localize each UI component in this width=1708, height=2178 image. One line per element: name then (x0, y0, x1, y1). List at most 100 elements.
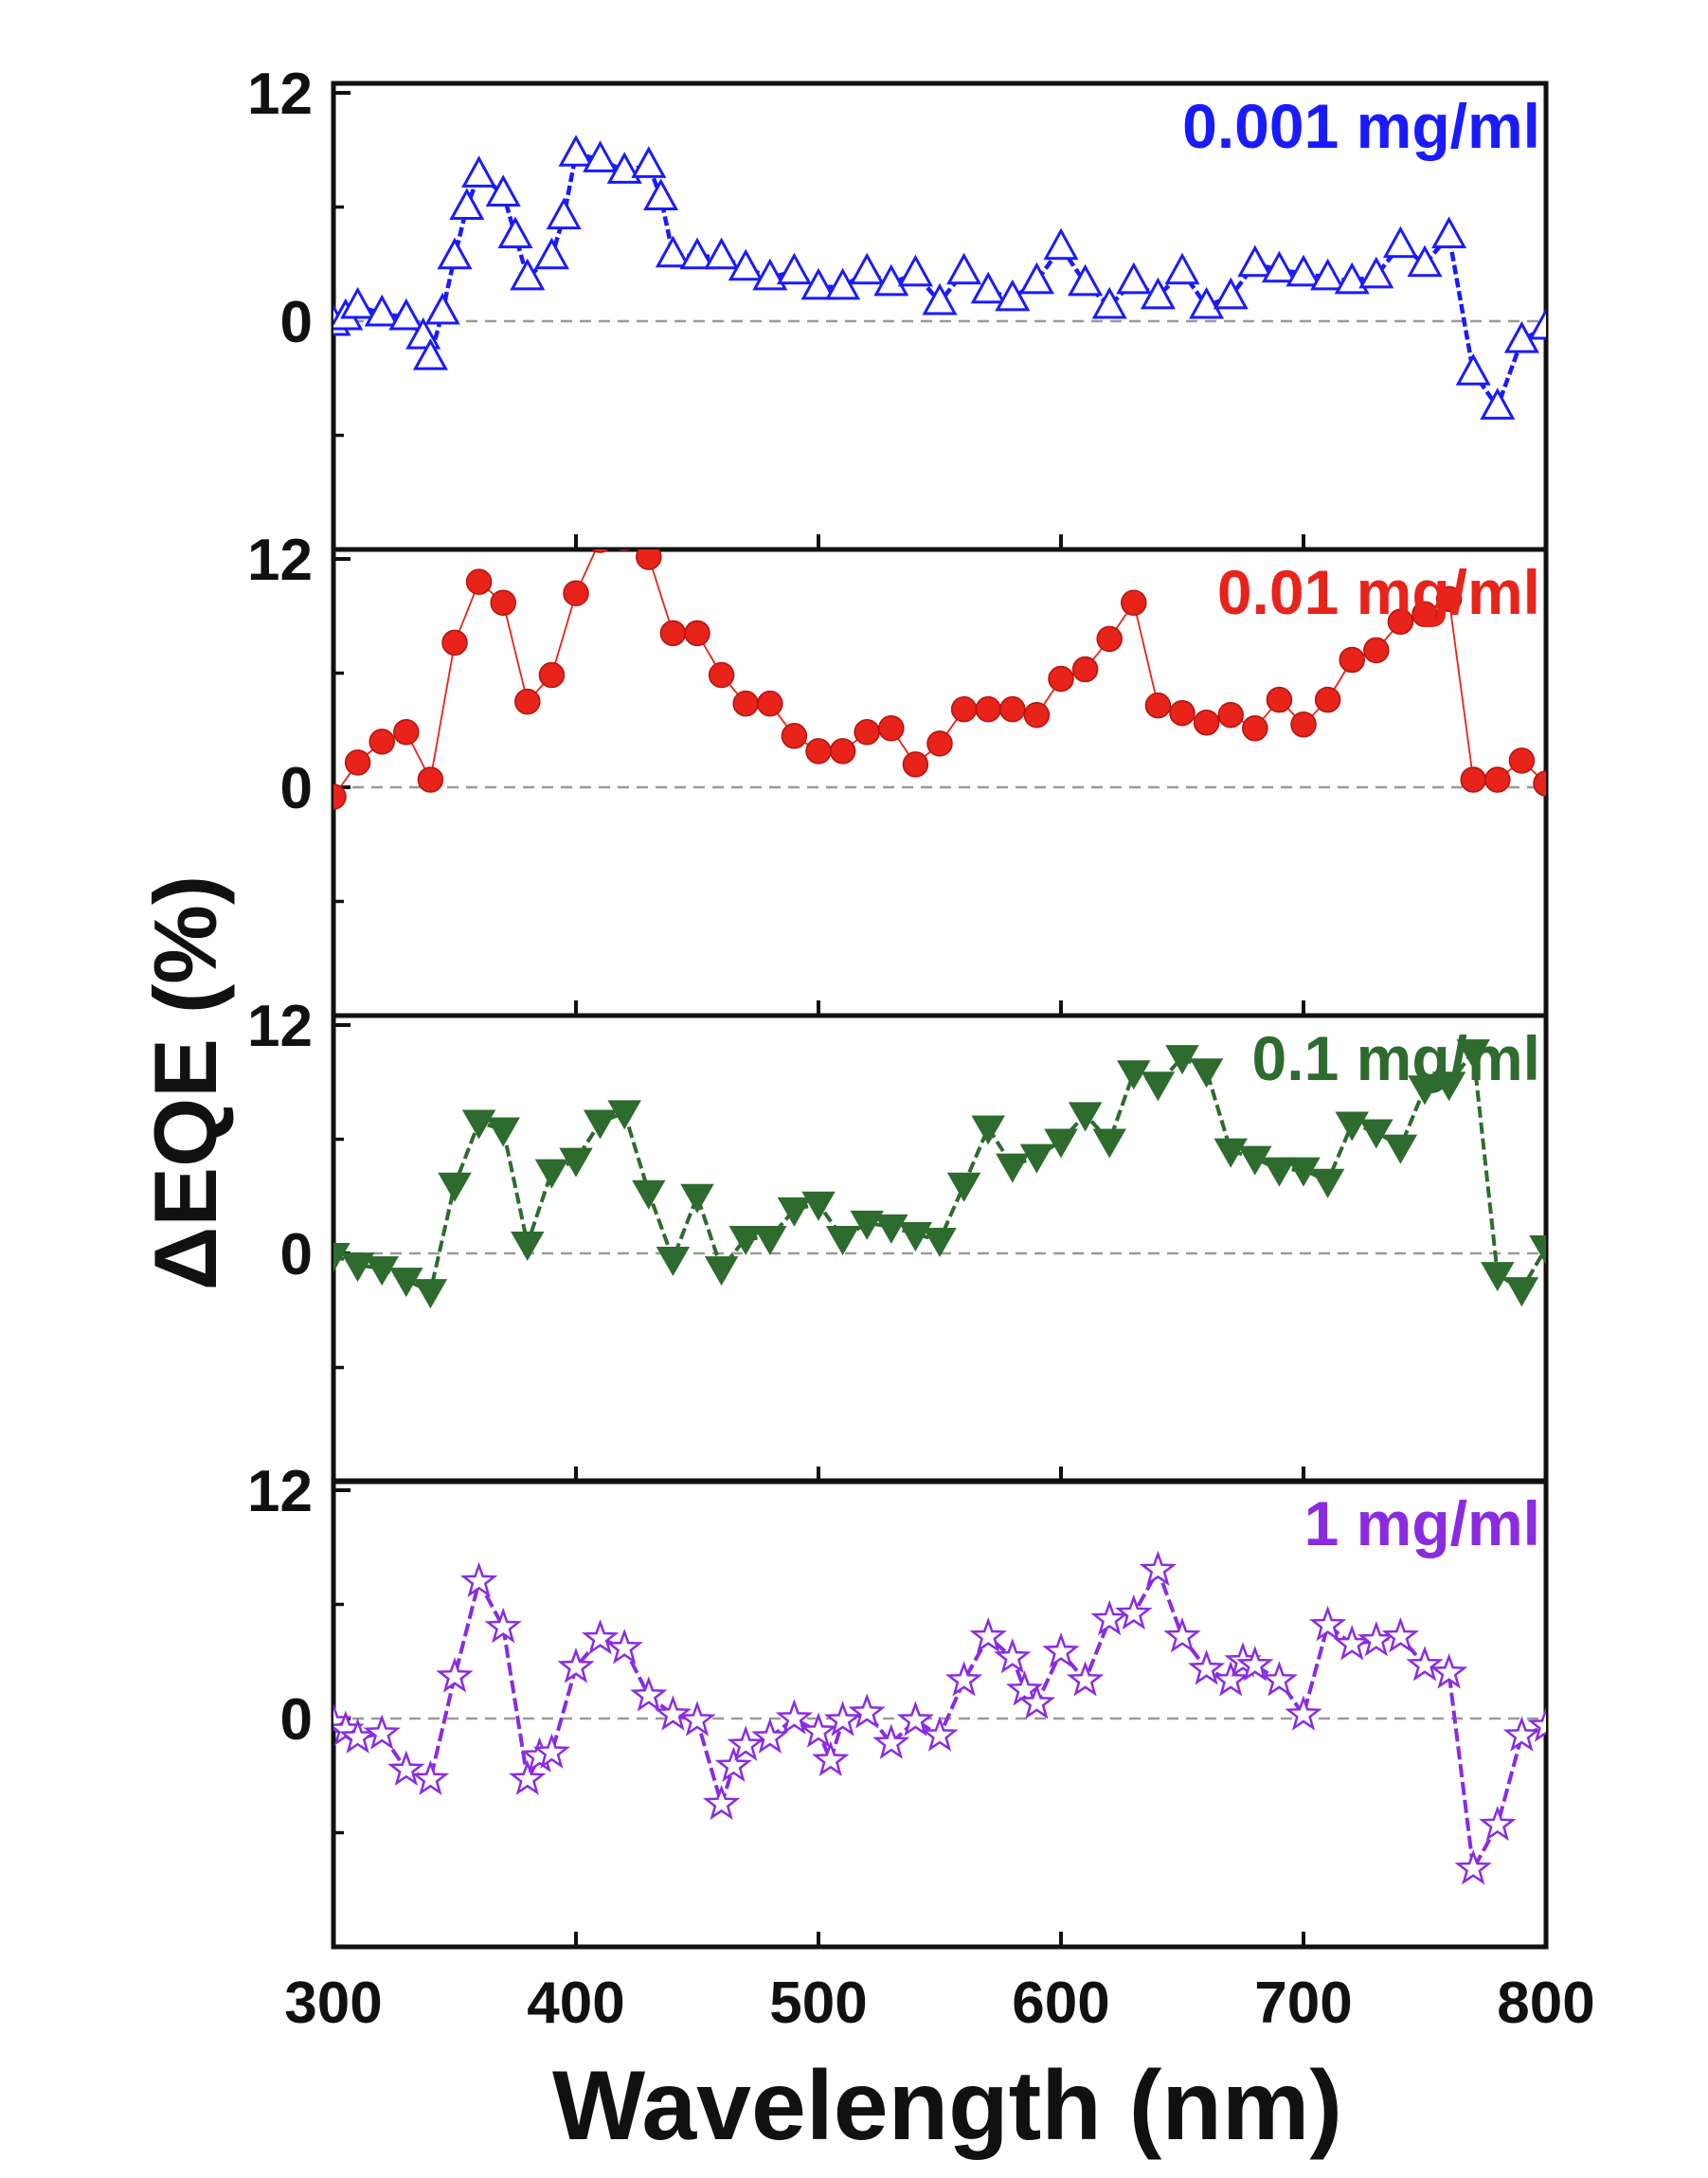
data-point (1429, 1653, 1468, 1689)
data-point (459, 1561, 498, 1598)
data-point (413, 1279, 448, 1309)
data-point (1454, 1849, 1492, 1885)
data-point (1431, 1071, 1466, 1102)
series-label: 0.01 mg/ml (1217, 557, 1540, 627)
series-group (333, 135, 1546, 420)
data-point (1090, 1599, 1128, 1636)
data-point (485, 174, 521, 207)
data-point (1139, 1550, 1178, 1587)
data-point (1266, 686, 1293, 713)
series-group (333, 1550, 1546, 1885)
data-point (1339, 646, 1365, 674)
data-point (850, 1210, 884, 1240)
y-tick-label: 0 (280, 1222, 313, 1287)
data-point (971, 1115, 1005, 1145)
data-point (424, 292, 460, 325)
data-point (557, 1647, 595, 1683)
data-point (1308, 1605, 1347, 1642)
data-point (438, 1172, 472, 1202)
data-point (393, 719, 420, 746)
data-point (365, 1256, 399, 1287)
data-point (1214, 1138, 1248, 1168)
panel-4: 0 12 1 mg/ml (247, 1459, 1549, 1950)
data-point (921, 1716, 959, 1752)
data-point (825, 1225, 860, 1255)
data-point (631, 146, 667, 178)
data-point (538, 661, 566, 689)
y-axis-label: ΔEQE (%) (135, 875, 235, 1290)
data-point (333, 783, 347, 810)
data-point (679, 237, 715, 270)
data-point (509, 1759, 547, 1795)
data-point (583, 140, 619, 172)
data-point (926, 730, 953, 757)
data-point (1335, 1111, 1369, 1142)
series-label: 0.1 mg/ml (1252, 1023, 1540, 1093)
data-point (1121, 589, 1147, 616)
data-point (994, 1638, 1032, 1674)
x-tick-label: 700 (1254, 1971, 1352, 2036)
data-point (1407, 244, 1443, 278)
x-tick-label: 300 (284, 1971, 382, 2036)
data-point (1189, 1058, 1224, 1089)
series-group (333, 549, 1546, 810)
data-point (1480, 387, 1516, 420)
data-point (1096, 625, 1123, 653)
data-point (1285, 1695, 1322, 1731)
data-point (1455, 353, 1491, 386)
data-point (490, 589, 516, 616)
data-point (872, 1723, 910, 1759)
data-point (1508, 747, 1536, 774)
data-point (1408, 1075, 1442, 1106)
data-point (1357, 1621, 1395, 1657)
data-point (1141, 1071, 1176, 1102)
data-point (1261, 250, 1297, 283)
data-point (388, 297, 424, 331)
data-point (412, 338, 448, 370)
data-point (630, 1676, 668, 1712)
data-point (1091, 286, 1127, 319)
data-point (873, 263, 909, 297)
data-point (1140, 277, 1176, 310)
data-point (1333, 1625, 1371, 1661)
data-point (975, 695, 1001, 723)
data-point (461, 1109, 496, 1140)
data-point (643, 178, 679, 210)
data-point (340, 286, 376, 319)
data-point (896, 1701, 935, 1737)
data-point (344, 749, 371, 776)
data-point (1019, 1143, 1054, 1174)
data-point (1290, 711, 1317, 738)
data-point (1066, 1661, 1105, 1697)
data-point (607, 1100, 641, 1130)
data-point (659, 620, 687, 647)
data-point (1115, 1593, 1153, 1630)
data-point (1527, 1706, 1546, 1742)
data-point (1481, 1262, 1515, 1292)
data-point (1017, 1683, 1056, 1719)
data-point (1048, 665, 1074, 693)
data-point (752, 258, 788, 291)
data-point (1043, 227, 1079, 261)
data-point (1187, 1649, 1226, 1685)
data-point (854, 719, 880, 746)
data-point (1044, 1128, 1078, 1159)
data-point (732, 690, 759, 717)
data-point (1164, 252, 1200, 285)
series-label: 0.001 mg/ml (1182, 91, 1540, 161)
data-point (1018, 261, 1054, 295)
x-axis-label: Wavelength (nm) (552, 2051, 1342, 2161)
data-point (1504, 1277, 1539, 1307)
x-tick-label: 400 (527, 1971, 624, 2036)
data-point (1238, 1145, 1272, 1176)
data-point (387, 1750, 425, 1786)
panel-3: 0 12 0.1 mg/ml (247, 994, 1549, 1485)
data-point (1310, 258, 1346, 291)
data-point (678, 1701, 716, 1737)
data-point (1381, 1617, 1420, 1653)
data-point (874, 1214, 908, 1244)
data-point (1023, 701, 1051, 729)
data-point (1068, 263, 1104, 297)
data-point (680, 1183, 714, 1214)
series-label: 1 mg/ml (1304, 1488, 1540, 1558)
